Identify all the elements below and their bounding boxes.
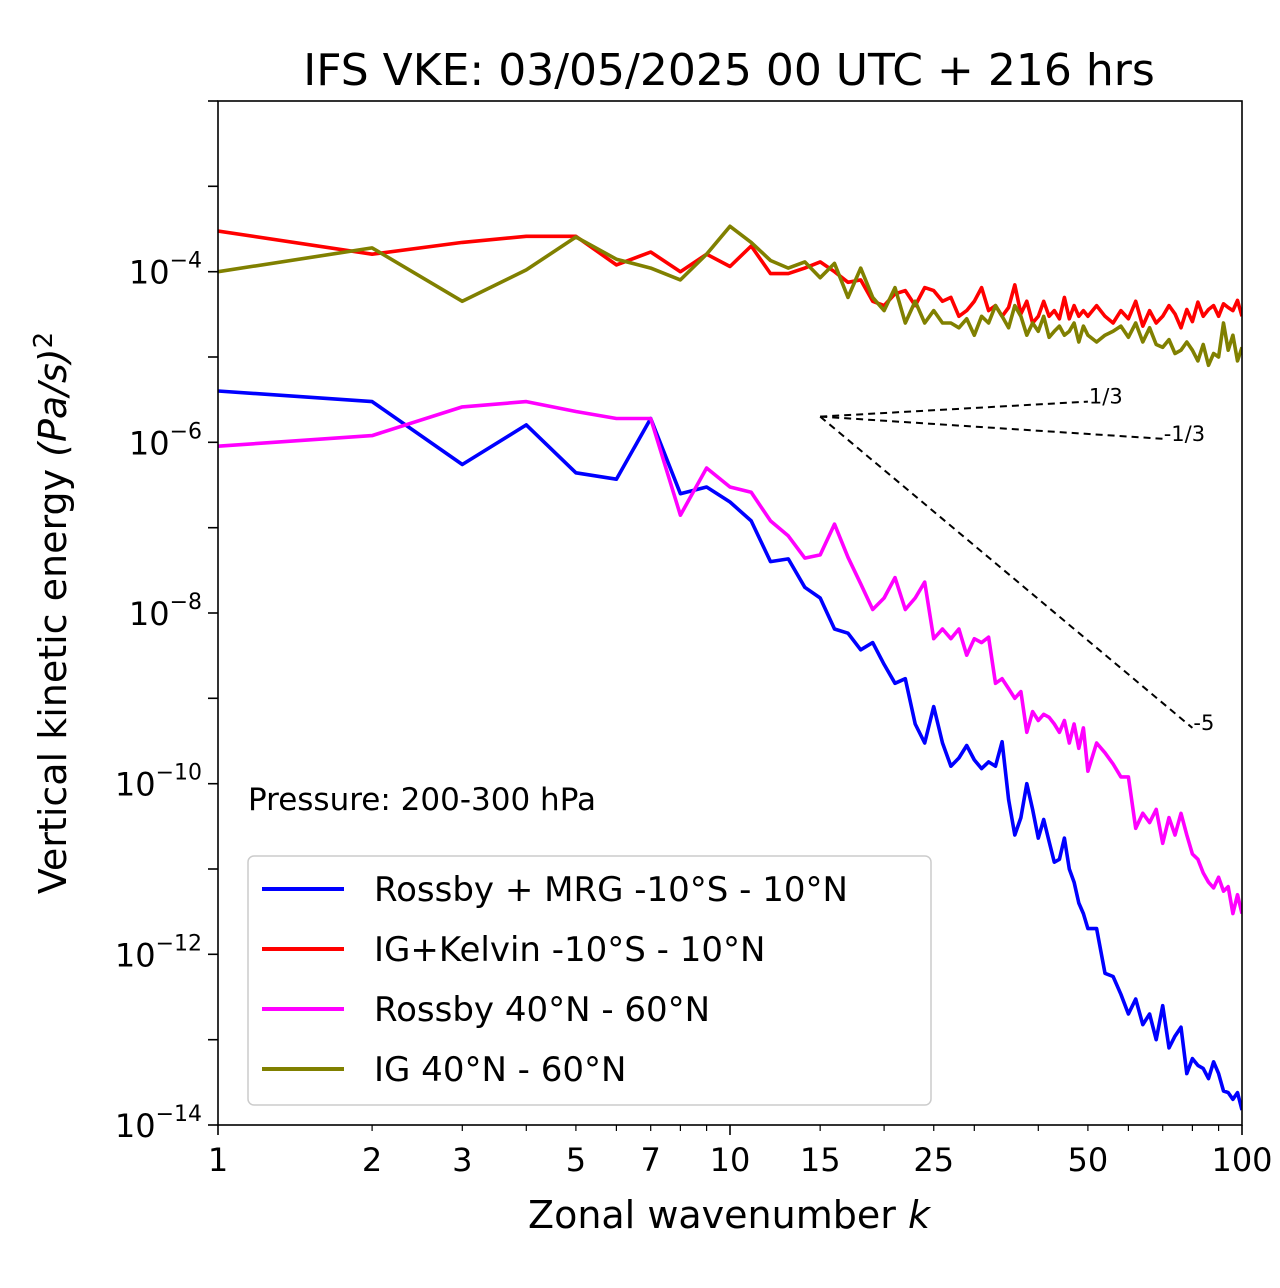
y-tick-base: 10 xyxy=(129,254,170,292)
y-tick-exponent: −4 xyxy=(170,249,202,274)
x-tick-label: 25 xyxy=(913,1141,954,1179)
series-line-0 xyxy=(218,389,1242,1111)
reference-line-label-0: 1/3 xyxy=(1089,385,1123,409)
legend-label-0: Rossby + MRG -10°S - 10°N xyxy=(374,870,848,910)
y-axis-label: Vertical kinetic energy (Pa/s)2 xyxy=(29,332,75,894)
x-tick-label: 100 xyxy=(1211,1141,1272,1179)
x-axis-label: Zonal wavenumber k xyxy=(528,1193,932,1237)
y-axis-label-power: 2 xyxy=(29,332,59,349)
x-tick-label: 10 xyxy=(710,1141,751,1179)
legend-box xyxy=(247,855,932,1106)
reference-line-1 xyxy=(820,415,1163,440)
y-tick-exponent: −6 xyxy=(170,419,202,444)
series-lines xyxy=(218,224,1242,1111)
series-line-1 xyxy=(218,229,1242,330)
reference-line-2 xyxy=(819,415,1194,729)
reference-slope-lines xyxy=(819,400,1194,729)
y-tick-exponent: −8 xyxy=(170,590,202,615)
y-tick-label: 10−8 xyxy=(129,590,202,633)
x-tick-label: 3 xyxy=(452,1141,472,1179)
x-axis: 1 2 3 5 7 10 15 25 50 100 xyxy=(208,1125,1273,1179)
y-tick-base: 10 xyxy=(129,595,170,633)
x-tick-label: 50 xyxy=(1068,1141,1109,1179)
reference-line-label-2: -5 xyxy=(1193,711,1214,735)
x-tick-label: 5 xyxy=(566,1141,586,1179)
series-line-2 xyxy=(218,399,1242,916)
x-tick-label: 1 xyxy=(208,1141,228,1179)
y-axis-label-text: Vertical kinetic energy xyxy=(31,457,75,894)
reference-slope-labels: 1/3 -1/3 -5 xyxy=(1089,385,1214,735)
legend-label-1: IG+Kelvin -10°S - 10°N xyxy=(374,930,765,970)
y-tick-exponent: −12 xyxy=(156,931,202,956)
pressure-annotation: Pressure: 200-300 hPa xyxy=(248,782,596,818)
legend-label-3: IG 40°N - 60°N xyxy=(374,1050,626,1090)
y-tick-label: 10−10 xyxy=(115,761,202,804)
y-tick-label: 10−12 xyxy=(115,931,202,974)
y-tick-exponent: −14 xyxy=(156,1102,202,1127)
x-tick-label: 7 xyxy=(641,1141,661,1179)
reference-line-0 xyxy=(820,400,1088,418)
y-tick-base: 10 xyxy=(115,936,156,974)
x-tick-label: 2 xyxy=(362,1141,382,1179)
series-line-3 xyxy=(218,224,1242,368)
legend: Rossby + MRG -10°S - 10°N IG+Kelvin -10°S… xyxy=(247,855,932,1106)
reference-line-label-1: -1/3 xyxy=(1164,422,1205,446)
y-tick-base: 10 xyxy=(115,1107,156,1145)
x-axis-label-variable: k xyxy=(908,1193,932,1237)
y-tick-label: 10−14 xyxy=(115,1102,202,1145)
y-tick-base: 10 xyxy=(115,766,156,804)
y-tick-base: 10 xyxy=(129,424,170,462)
y-tick-exponent: −10 xyxy=(156,761,202,786)
y-axis-label-unit: (Pa/s) xyxy=(31,348,75,456)
chart-title: IFS VKE: 03/05/2025 00 UTC + 216 hrs xyxy=(303,45,1155,96)
x-axis-label-text: Zonal wavenumber xyxy=(528,1193,896,1237)
y-tick-label: 10−6 xyxy=(129,419,202,462)
y-tick-label: 10−4 xyxy=(129,249,202,292)
x-tick-label: 15 xyxy=(800,1141,841,1179)
legend-label-2: Rossby 40°N - 60°N xyxy=(374,990,710,1030)
